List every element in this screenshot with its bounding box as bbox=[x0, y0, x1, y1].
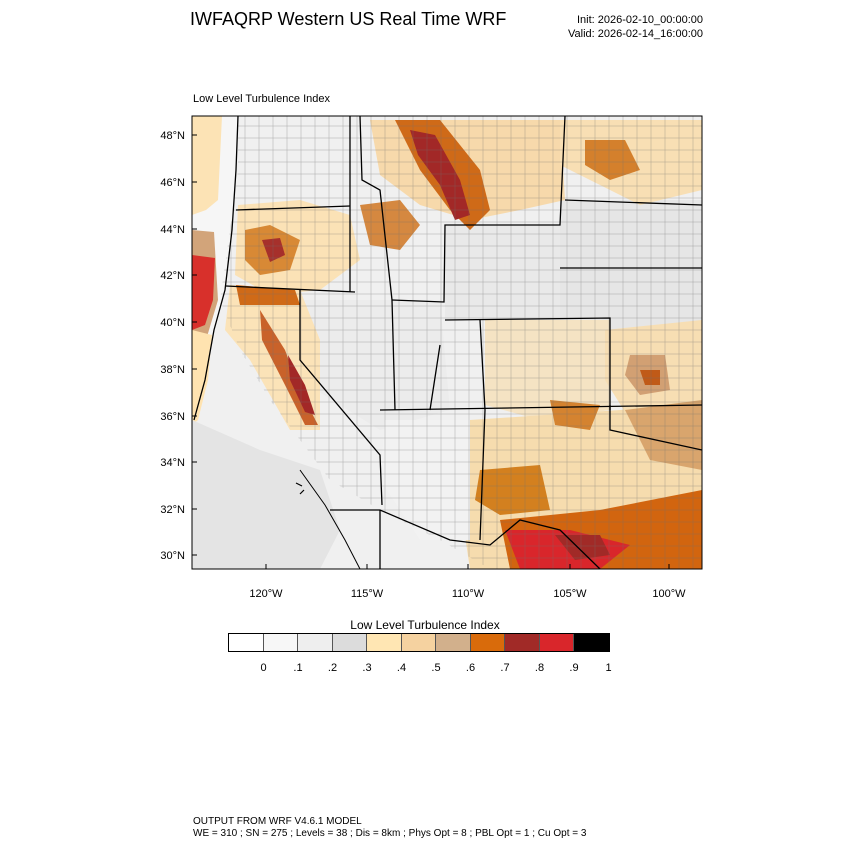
lat-label: 32°N bbox=[160, 504, 185, 516]
lat-label: 34°N bbox=[160, 457, 185, 469]
colorbar-title: Low Level Turbulence Index bbox=[350, 618, 500, 632]
map-field bbox=[192, 116, 702, 569]
colorbar bbox=[228, 633, 610, 652]
lon-label: 110°W bbox=[452, 588, 485, 600]
colorbar-box bbox=[470, 634, 505, 651]
colorbar-box bbox=[263, 634, 298, 651]
colorbar-box bbox=[332, 634, 367, 651]
init-time: Init: 2026-02-10_00:00:00 bbox=[577, 14, 703, 26]
colorbar-box bbox=[229, 634, 264, 651]
colorbar-label: 1 bbox=[605, 662, 612, 674]
colorbar-label: .4 bbox=[396, 662, 407, 674]
colorbar-label: .8 bbox=[534, 662, 545, 674]
lon-label: 100°W bbox=[652, 588, 686, 600]
state-boundaries bbox=[193, 116, 702, 569]
lat-axis: 48°N 46°N 44°N 42°N 40°N 38°N 36°N 34°N … bbox=[160, 130, 185, 562]
colorbar-box bbox=[505, 634, 540, 651]
plot-title: Low Level Turbulence Index bbox=[193, 93, 330, 105]
colorbar-box bbox=[574, 634, 609, 651]
colorbar-box bbox=[539, 634, 574, 651]
colorbar-label: 0 bbox=[260, 662, 267, 674]
colorbar-label: .1 bbox=[293, 662, 303, 674]
valid-time: Valid: 2026-02-14_16:00:00 bbox=[568, 28, 703, 40]
colorbar-label: .9 bbox=[569, 662, 579, 674]
ocean-south bbox=[192, 420, 340, 569]
baja-coast bbox=[299, 469, 361, 569]
lon-axis: 120°W 115°W 110°W 105°W 100°W bbox=[249, 588, 686, 600]
colorbar-box bbox=[298, 634, 333, 651]
channel-islands bbox=[295, 482, 305, 495]
run-times: Init: 2026-02-10_00:00:00 Valid: 2026-02… bbox=[568, 13, 703, 41]
ocean-turbulence-core bbox=[192, 255, 215, 330]
lat-label: 42°N bbox=[160, 270, 185, 282]
lat-label: 30°N bbox=[160, 550, 185, 562]
colorbar-box bbox=[436, 634, 471, 651]
colorbar-label: .6 bbox=[465, 662, 476, 674]
lat-label: 36°N bbox=[160, 411, 185, 423]
lat-label: 44°N bbox=[160, 224, 185, 236]
lon-label: 105°W bbox=[553, 588, 587, 600]
model-info-line2: WE = 310 ; SN = 275 ; Levels = 38 ; Dis … bbox=[193, 828, 587, 839]
lon-label: 120°W bbox=[249, 588, 283, 600]
map-frame bbox=[191, 115, 703, 570]
colorbar-label: .5 bbox=[431, 662, 441, 674]
main-title: IWFAQRP Western US Real Time WRF bbox=[190, 9, 507, 29]
lon-label: 115°W bbox=[351, 588, 384, 600]
colorbar-label: .2 bbox=[327, 662, 338, 674]
colorbar-box bbox=[401, 634, 436, 651]
county-lines bbox=[220, 116, 702, 569]
ocean-band-south bbox=[192, 330, 212, 425]
lat-label: 40°N bbox=[160, 317, 185, 329]
lat-ticks bbox=[192, 134, 670, 569]
colorbar-label: .7 bbox=[500, 662, 510, 674]
lat-label: 38°N bbox=[160, 364, 185, 376]
model-info-line1: OUTPUT FROM WRF V4.6.1 MODEL bbox=[193, 816, 362, 827]
colorbar-box bbox=[367, 634, 402, 651]
ocean-band-north bbox=[192, 116, 222, 215]
lat-label: 48°N bbox=[160, 130, 185, 142]
colorbar-label: .3 bbox=[362, 662, 372, 674]
model-info: OUTPUT FROM WRF V4.6.1 MODEL WE = 310 ; … bbox=[193, 816, 586, 840]
lat-label: 46°N bbox=[160, 177, 185, 189]
